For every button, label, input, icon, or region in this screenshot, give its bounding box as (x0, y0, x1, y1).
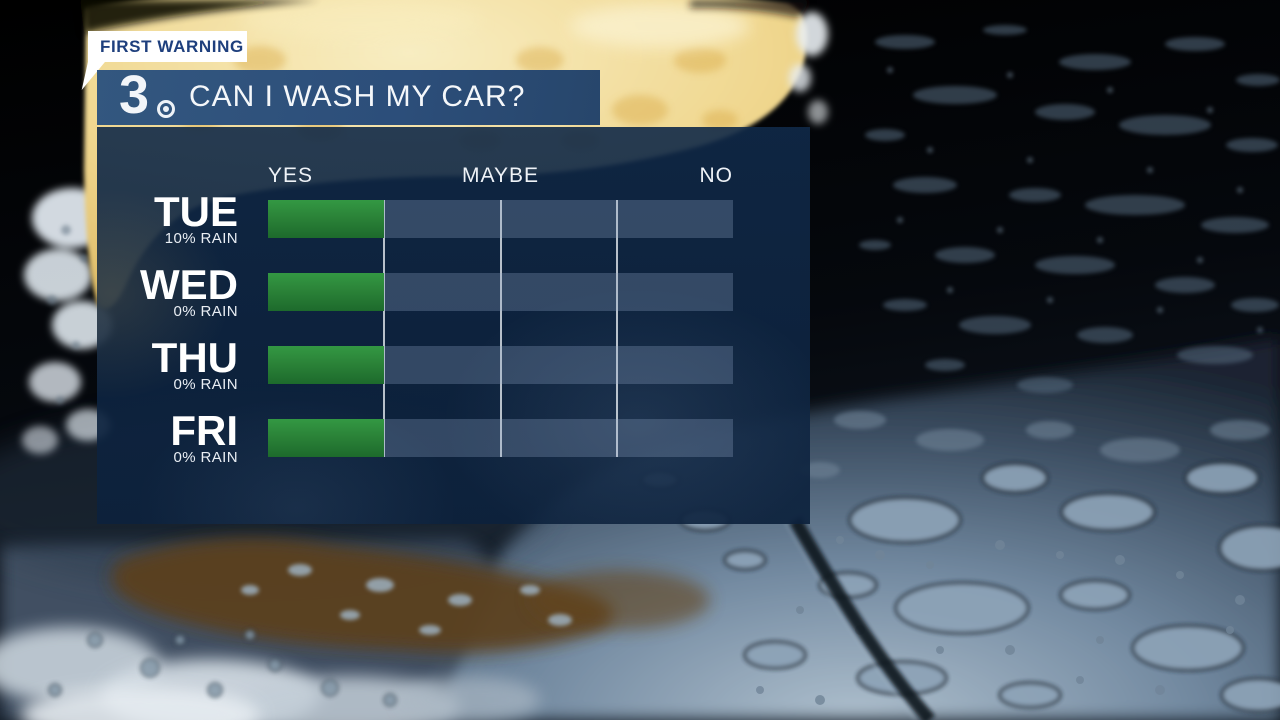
rain-chance: 0% RAIN (173, 449, 238, 466)
first-warning-badge: FIRST WARNING (88, 31, 247, 62)
day-name: WED (140, 261, 238, 308)
channel-number: 3 (119, 65, 150, 125)
chart-row-tue: TUE 10% RAIN (97, 191, 810, 247)
day-label: WED 0% RAIN (97, 261, 238, 320)
day-label: THU 0% RAIN (97, 334, 238, 393)
bar-track (268, 419, 733, 457)
scale-label-yes: YES (268, 164, 314, 187)
bar-track (268, 273, 733, 311)
day-name: TUE (154, 188, 238, 235)
day-label: TUE 10% RAIN (97, 188, 238, 247)
scale-label-maybe: MAYBE (462, 164, 539, 187)
bar-yes (268, 419, 385, 457)
bar-yes (268, 346, 385, 384)
badge-label: FIRST WARNING (100, 36, 244, 56)
page-title: CAN I WASH MY CAR? (189, 79, 526, 113)
chart-row-wed: WED 0% RAIN (97, 264, 810, 320)
gridline (500, 200, 502, 457)
rain-chance: 10% RAIN (164, 230, 238, 247)
chart-row-fri: FRI 0% RAIN (97, 410, 810, 466)
channel-3-logo: 3 (119, 65, 175, 125)
cbs-eye-icon (157, 100, 175, 118)
scale-label-no: NO (699, 164, 733, 187)
rain-chance: 0% RAIN (173, 303, 238, 320)
rain-chance: 0% RAIN (173, 376, 238, 393)
water-droplets-dark (800, 25, 1280, 478)
gridline (616, 200, 618, 457)
bar-track (268, 346, 733, 384)
chart-row-thu: THU 0% RAIN (97, 337, 810, 393)
bar-yes (268, 273, 385, 311)
bar-yes (268, 200, 385, 238)
title-bar: 3 CAN I WASH MY CAR? (97, 65, 600, 125)
gridline (383, 200, 385, 457)
water-droplets-gloss (640, 461, 1280, 720)
bar-track (268, 200, 733, 238)
car-wash-chart-panel: YES MAYBE NO TUE 10% RAIN WED 0% RAIN (97, 127, 810, 524)
day-label: FRI 0% RAIN (97, 407, 238, 466)
day-name: THU (151, 334, 238, 381)
day-name: FRI (170, 407, 238, 454)
